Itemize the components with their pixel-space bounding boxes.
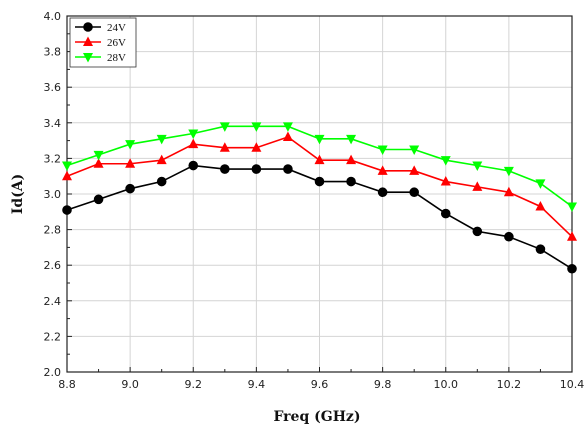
data-point-24v [251, 164, 262, 174]
y-tick-label: 2.8 [44, 224, 62, 237]
data-point-26v [93, 158, 104, 168]
x-tick-label: 10.2 [497, 378, 522, 391]
data-point-24v [535, 244, 546, 254]
data-point-26v [472, 181, 483, 191]
legend-label-24v: 24V [107, 22, 126, 34]
y-axis-title: Id(A) [10, 174, 26, 214]
data-point-28v [156, 134, 167, 145]
data-point-28v [567, 202, 577, 212]
series-26v [62, 131, 577, 241]
y-tick-label: 2.2 [44, 330, 62, 343]
axis-ticks: 8.8 9.0 9.2 9.4 9.6 9.8 10.0 10.2 10.4 2.0 2.2 2.4 2… [44, 10, 585, 391]
y-tick-label: 4.0 [44, 10, 62, 23]
data-point-28v [472, 161, 483, 172]
y-tick-label: 3.4 [44, 117, 62, 130]
data-point-24v [188, 160, 199, 171]
data-point-24v [409, 187, 419, 198]
data-point-28v [282, 122, 293, 132]
data-point-24v [377, 187, 388, 198]
data-point-28v [346, 134, 357, 145]
data-point-26v [282, 131, 293, 142]
data-point-28v [93, 150, 104, 161]
data-point-24v [62, 205, 72, 215]
legend-label-26v: 26V [107, 37, 126, 49]
data-point-26v [251, 142, 262, 152]
x-axis-title: Freq (GHz) [273, 409, 360, 425]
grid-lines [67, 16, 572, 372]
data-point-28v [409, 145, 420, 155]
x-tick-label: 10.0 [434, 378, 459, 391]
data-point-28v [503, 166, 514, 177]
y-tick-label: 3.0 [44, 188, 62, 201]
data-point-28v [125, 140, 136, 150]
data-point-26v [377, 165, 388, 175]
data-point-24v [125, 183, 135, 194]
data-point-24v [346, 176, 356, 187]
data-point-26v [125, 158, 136, 168]
y-tick-label: 3.8 [44, 46, 62, 59]
x-tick-label: 8.8 [58, 378, 76, 391]
legend: 24V 26V 28V [69, 17, 137, 68]
data-point-26v [409, 165, 420, 175]
data-point-24v [472, 226, 483, 237]
legend-marker-24v [83, 22, 93, 32]
data-point-26v [62, 170, 72, 181]
data-point-28v [188, 129, 199, 139]
y-tick-label: 2.4 [44, 295, 62, 308]
data-point-26v [219, 142, 230, 152]
legend-marker-28v [83, 53, 93, 63]
data-point-24v [314, 176, 325, 187]
data-point-26v [156, 154, 167, 165]
x-tick-label: 9.0 [121, 378, 139, 391]
x-tick-label: 9.2 [185, 378, 203, 391]
x-tick-label: 9.8 [374, 378, 392, 391]
series-28v [62, 122, 577, 212]
data-point-24v [93, 194, 104, 205]
y-tick-label: 3.6 [44, 81, 62, 94]
data-point-24v [504, 231, 514, 242]
data-point-26v [346, 154, 357, 165]
y-tick-label: 3.2 [44, 152, 62, 165]
data-point-28v [440, 156, 451, 166]
data-point-28v [219, 122, 230, 132]
series-24v [62, 160, 577, 274]
x-tick-label: 9.4 [248, 378, 266, 391]
y-tick-label: 2.0 [44, 366, 62, 379]
data-point-26v [440, 176, 451, 186]
data-point-26v [503, 186, 514, 197]
legend-marker-26v [83, 36, 93, 46]
y-tick-label: 2.6 [44, 259, 62, 272]
data-point-26v [567, 231, 577, 241]
data-point-26v [314, 154, 325, 165]
data-point-28v [62, 161, 72, 172]
data-point-24v [283, 164, 293, 174]
data-point-24v [567, 263, 577, 274]
data-point-28v [535, 179, 546, 189]
data-point-26v [188, 138, 199, 149]
data-point-28v [251, 122, 262, 132]
series-layer [62, 122, 577, 274]
data-point-28v [377, 145, 388, 155]
data-point-28v [314, 134, 325, 145]
x-tick-label: 9.6 [311, 378, 329, 391]
data-point-26v [535, 200, 546, 211]
x-tick-label: 10.4 [560, 378, 585, 391]
data-point-24v [440, 208, 451, 219]
legend-label-28v: 28V [107, 52, 126, 64]
data-point-24v [156, 176, 167, 187]
data-point-24v [220, 164, 230, 174]
